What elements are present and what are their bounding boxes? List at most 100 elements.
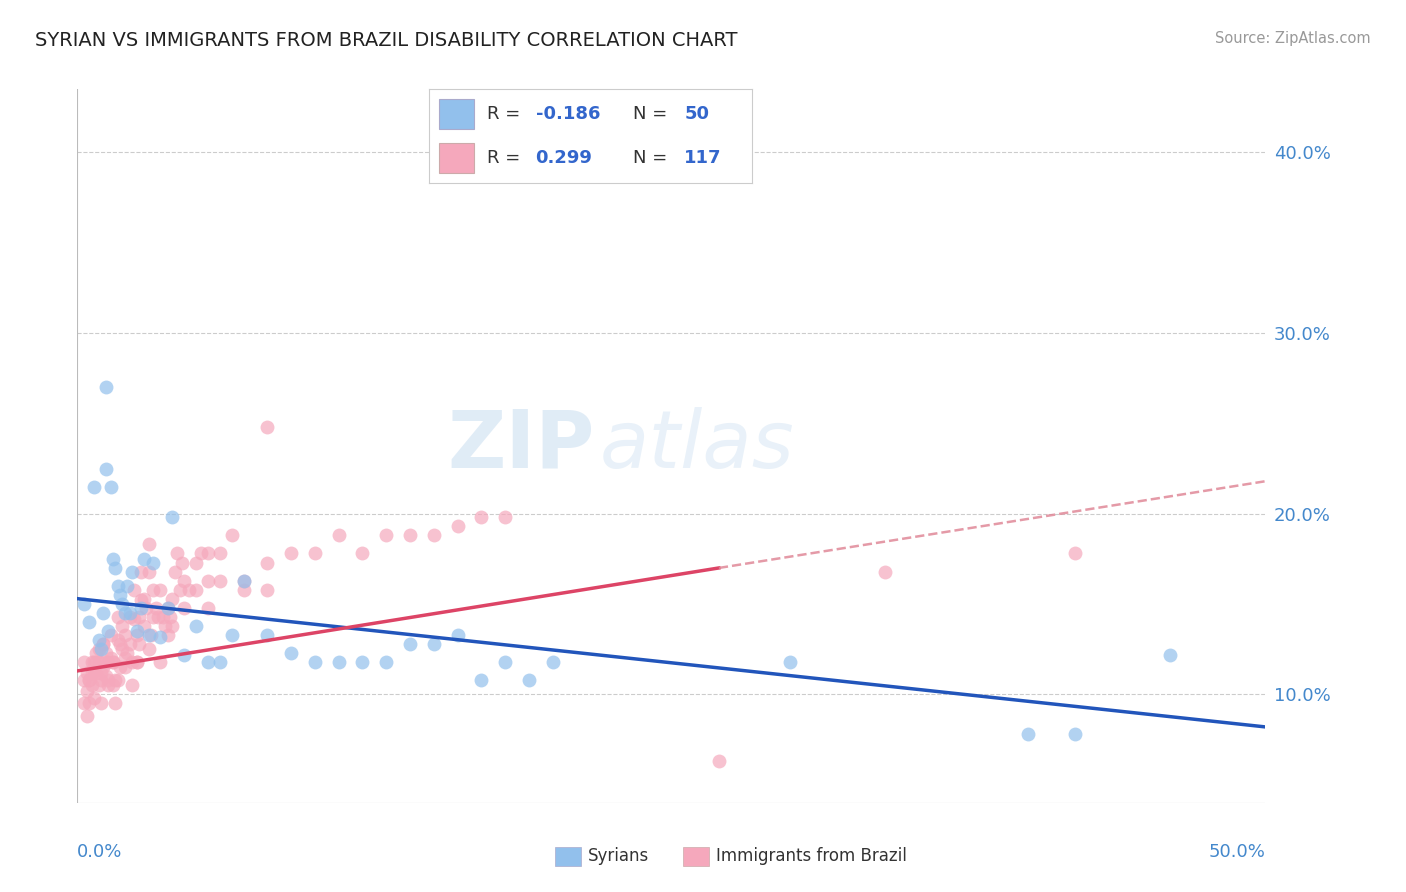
Text: 0.0%: 0.0% xyxy=(77,843,122,861)
Point xyxy=(93,660,115,674)
Point xyxy=(100,628,122,642)
Point xyxy=(86,655,108,669)
Point xyxy=(100,651,122,665)
Point xyxy=(124,611,146,625)
Text: N =: N = xyxy=(633,149,672,167)
Point xyxy=(97,624,120,639)
Point xyxy=(1159,648,1181,662)
Point xyxy=(399,528,422,542)
Point xyxy=(83,655,105,669)
Point xyxy=(138,565,160,579)
Point xyxy=(190,547,212,561)
Point xyxy=(114,628,136,642)
Point xyxy=(100,480,122,494)
Point xyxy=(304,655,326,669)
Point xyxy=(77,673,100,687)
Text: ZIP: ZIP xyxy=(447,407,595,485)
Text: Source: ZipAtlas.com: Source: ZipAtlas.com xyxy=(1215,31,1371,46)
Text: atlas: atlas xyxy=(600,407,794,485)
FancyBboxPatch shape xyxy=(439,98,474,129)
Point xyxy=(108,637,131,651)
Point xyxy=(83,691,105,706)
Point xyxy=(132,591,155,606)
Point xyxy=(142,556,165,570)
Point xyxy=(304,547,326,561)
Point xyxy=(94,655,117,669)
Point xyxy=(83,480,105,494)
Point xyxy=(162,591,184,606)
Point xyxy=(197,655,219,669)
Point xyxy=(494,655,516,669)
Text: 117: 117 xyxy=(685,149,721,167)
Point xyxy=(76,683,98,698)
Point xyxy=(121,565,143,579)
Point xyxy=(77,697,100,711)
Point xyxy=(280,646,302,660)
Point xyxy=(125,655,148,669)
Point xyxy=(1017,727,1039,741)
Point xyxy=(77,615,100,629)
Point xyxy=(197,547,219,561)
Point xyxy=(107,633,129,648)
Point xyxy=(93,637,115,651)
Point xyxy=(423,637,446,651)
Point xyxy=(232,574,254,588)
Point xyxy=(169,582,191,597)
Point xyxy=(131,565,153,579)
Point xyxy=(80,665,103,680)
Point xyxy=(162,619,184,633)
Point xyxy=(152,609,174,624)
Point xyxy=(155,619,177,633)
Point xyxy=(142,609,165,624)
Point xyxy=(779,655,801,669)
Point xyxy=(173,600,195,615)
Point xyxy=(232,582,254,597)
Point xyxy=(118,606,141,620)
Point xyxy=(208,655,231,669)
Point xyxy=(156,600,179,615)
Point xyxy=(104,697,127,711)
Point xyxy=(128,637,150,651)
Point xyxy=(97,673,120,687)
Point xyxy=(93,637,115,651)
Point xyxy=(446,628,468,642)
Point xyxy=(517,673,540,687)
Point xyxy=(166,547,188,561)
Point xyxy=(107,609,129,624)
Point xyxy=(93,606,115,620)
Point xyxy=(76,709,98,723)
Point xyxy=(138,537,160,551)
Point xyxy=(125,628,148,642)
Point xyxy=(139,628,162,642)
Point xyxy=(142,582,165,597)
Point xyxy=(256,556,278,570)
Point xyxy=(97,655,120,669)
Point xyxy=(177,582,200,597)
Point xyxy=(186,619,208,633)
Point xyxy=(149,630,172,644)
Point xyxy=(328,655,350,669)
Point xyxy=(149,582,172,597)
Point xyxy=(115,646,138,660)
Point xyxy=(111,597,134,611)
Point xyxy=(111,619,134,633)
Text: N =: N = xyxy=(633,104,672,122)
Point xyxy=(149,655,172,669)
Point xyxy=(131,600,153,615)
Point xyxy=(114,606,136,620)
Point xyxy=(375,655,398,669)
Point xyxy=(108,588,131,602)
Point xyxy=(138,628,160,642)
Point xyxy=(707,754,730,768)
Point xyxy=(73,597,96,611)
Text: Immigrants from Brazil: Immigrants from Brazil xyxy=(716,847,907,865)
Point xyxy=(94,461,117,475)
FancyBboxPatch shape xyxy=(439,143,474,173)
Point xyxy=(107,579,129,593)
Point xyxy=(186,556,208,570)
Point xyxy=(470,673,492,687)
Point xyxy=(90,673,112,687)
Text: 50.0%: 50.0% xyxy=(1209,843,1265,861)
Point xyxy=(132,619,155,633)
Point xyxy=(159,609,181,624)
